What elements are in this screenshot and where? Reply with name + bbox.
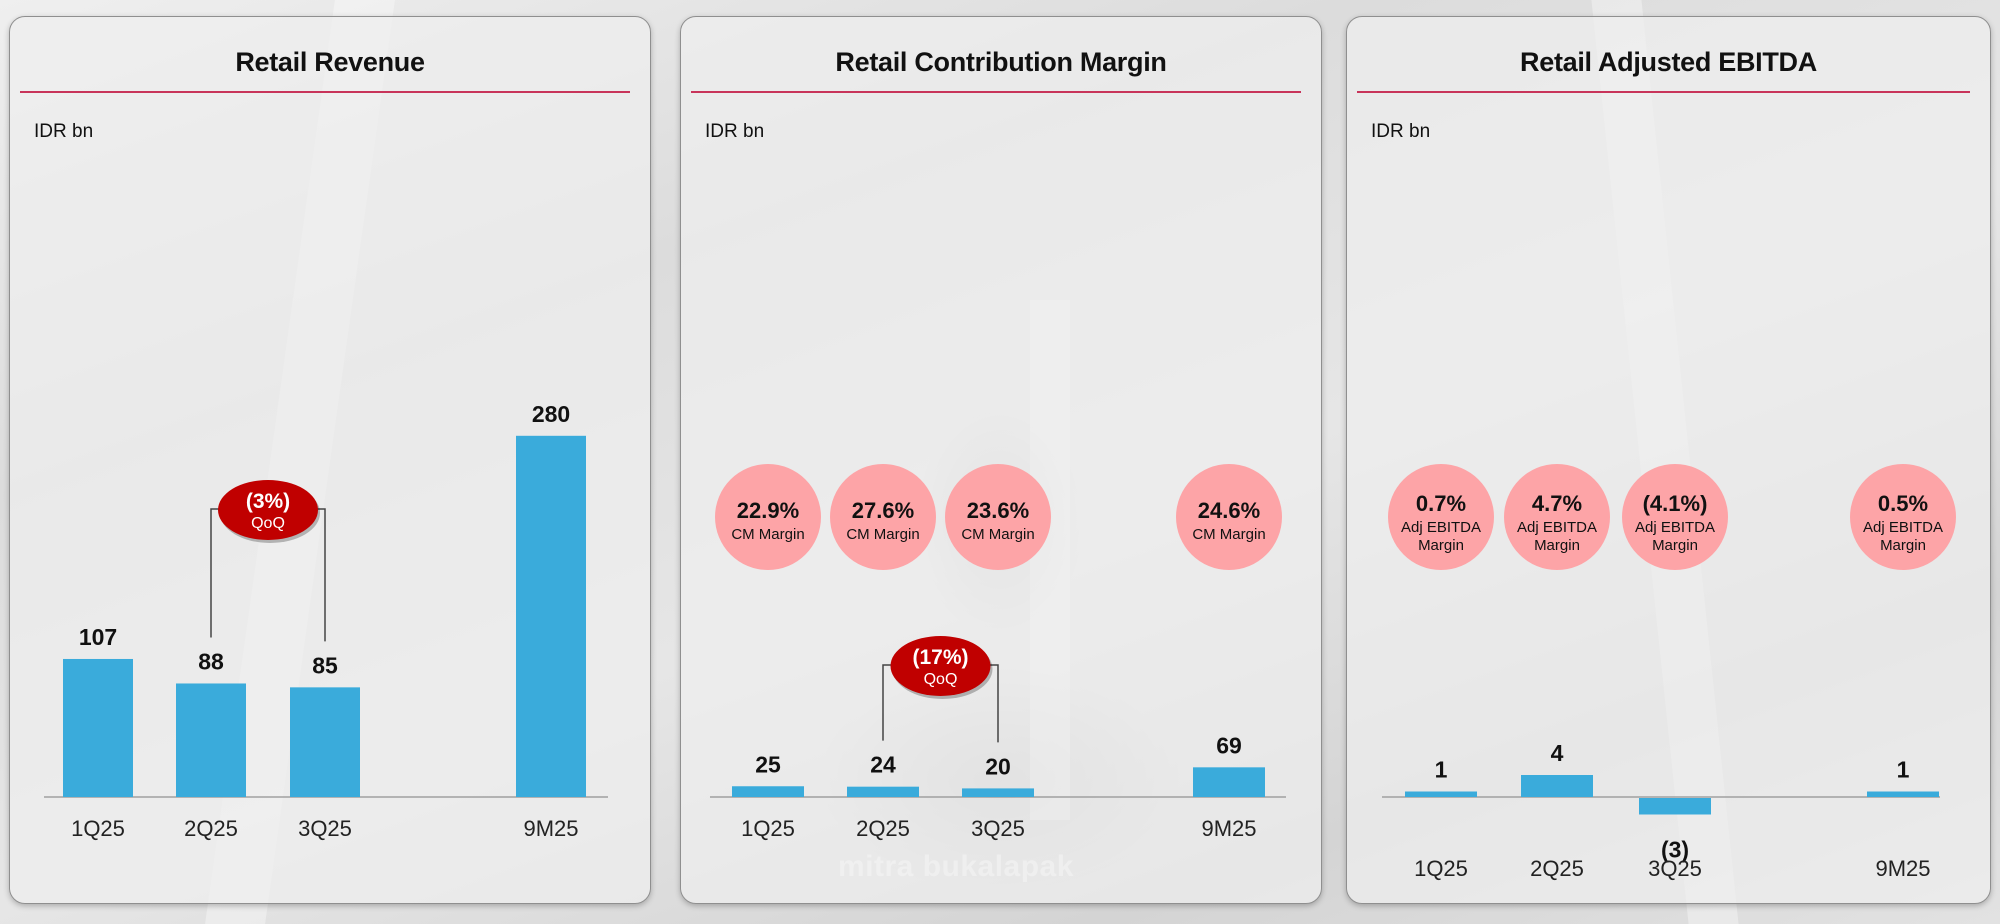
data-label: 107 xyxy=(79,624,117,650)
margin-value: (4.1%) xyxy=(1643,491,1708,516)
margin-label: Margin xyxy=(1652,537,1698,554)
margin-circle xyxy=(830,464,936,570)
qoq-value: (17%) xyxy=(912,646,968,669)
category-label: 3Q25 xyxy=(1648,856,1702,881)
data-label: 88 xyxy=(198,648,224,674)
margin-value: 4.7% xyxy=(1532,491,1582,516)
margin-circle xyxy=(1504,464,1610,570)
bar-9m25 xyxy=(1867,791,1939,797)
bar-1q25 xyxy=(732,786,804,797)
bar-2q25 xyxy=(847,786,919,797)
margin-label: Margin xyxy=(1418,537,1464,554)
margin-label: Adj EBITDA xyxy=(1863,519,1943,536)
qoq-label: QoQ xyxy=(251,515,285,532)
margin-circle xyxy=(1176,464,1282,570)
category-label: 3Q25 xyxy=(298,816,352,841)
margin-circle xyxy=(1622,464,1728,570)
panel-retail-adjusted-ebitda: Retail Adjusted EBITDA IDR bn xyxy=(1346,16,1991,904)
margin-label: Adj EBITDA xyxy=(1635,519,1715,536)
qoq-badge xyxy=(218,480,318,540)
unit-label: IDR bn xyxy=(1371,121,1431,142)
category-label: 9M25 xyxy=(523,816,578,841)
bar-2q25 xyxy=(1521,775,1593,797)
data-label: (3) xyxy=(1661,837,1689,863)
category-label: 2Q25 xyxy=(856,816,910,841)
data-label: 280 xyxy=(532,401,570,427)
data-label: 25 xyxy=(755,751,781,777)
margin-label: Adj EBITDA xyxy=(1517,519,1597,536)
bar-9m25 xyxy=(516,435,586,797)
data-label: 20 xyxy=(985,753,1011,779)
unit-label: IDR bn xyxy=(705,121,765,142)
data-label: 1 xyxy=(1435,757,1448,783)
category-label: 1Q25 xyxy=(741,816,795,841)
category-label: 1Q25 xyxy=(71,816,125,841)
margin-value: 23.6% xyxy=(967,498,1029,523)
title-divider xyxy=(1357,91,1970,93)
bar-3q25 xyxy=(962,788,1034,797)
category-label: 9M25 xyxy=(1201,816,1256,841)
margin-label: Margin xyxy=(1880,537,1926,554)
panel-title: Retail Contribution Margin xyxy=(835,47,1167,77)
margin-value: 27.6% xyxy=(852,498,914,523)
bar-2q25 xyxy=(176,683,246,797)
bar-3q25 xyxy=(290,687,360,797)
margin-value: 0.7% xyxy=(1416,491,1466,516)
category-label: 2Q25 xyxy=(184,816,238,841)
panel-title: Retail Revenue xyxy=(235,47,425,77)
qoq-label: QoQ xyxy=(924,671,958,688)
margin-value: 22.9% xyxy=(737,498,799,523)
bar-1q25 xyxy=(1405,791,1477,797)
data-label: 85 xyxy=(312,652,338,678)
margin-label: CM Margin xyxy=(1192,526,1265,543)
margin-label: CM Margin xyxy=(961,526,1034,543)
margin-circle xyxy=(715,464,821,570)
margin-value: 24.6% xyxy=(1198,498,1260,523)
bar-1q25 xyxy=(63,658,133,797)
data-label: 4 xyxy=(1551,740,1564,766)
category-label: 3Q25 xyxy=(971,816,1025,841)
title-divider xyxy=(691,91,1301,93)
margin-label: Adj EBITDA xyxy=(1401,519,1481,536)
data-label: 24 xyxy=(870,752,896,778)
margin-circle xyxy=(945,464,1051,570)
data-label: 1 xyxy=(1897,757,1910,783)
margin-circle xyxy=(1850,464,1956,570)
margin-value: 0.5% xyxy=(1878,491,1928,516)
margin-label: CM Margin xyxy=(731,526,804,543)
data-label: 69 xyxy=(1216,732,1242,758)
category-label: 9M25 xyxy=(1875,856,1930,881)
unit-label: IDR bn xyxy=(34,121,94,142)
margin-circle xyxy=(1388,464,1494,570)
panel-retail-contribution-margin: Retail Contribution Margin IDR bn xyxy=(680,16,1322,904)
margin-label: CM Margin xyxy=(846,526,919,543)
title-divider xyxy=(20,91,630,93)
category-label: 2Q25 xyxy=(1530,856,1584,881)
qoq-badge xyxy=(890,636,991,696)
panel-title: Retail Adjusted EBITDA xyxy=(1520,47,1817,77)
margin-label: Margin xyxy=(1534,537,1580,554)
bar-9m25 xyxy=(1193,767,1265,797)
qoq-value: (3%) xyxy=(246,490,290,513)
bar-3q25 xyxy=(1639,798,1711,815)
category-label: 1Q25 xyxy=(1414,856,1468,881)
